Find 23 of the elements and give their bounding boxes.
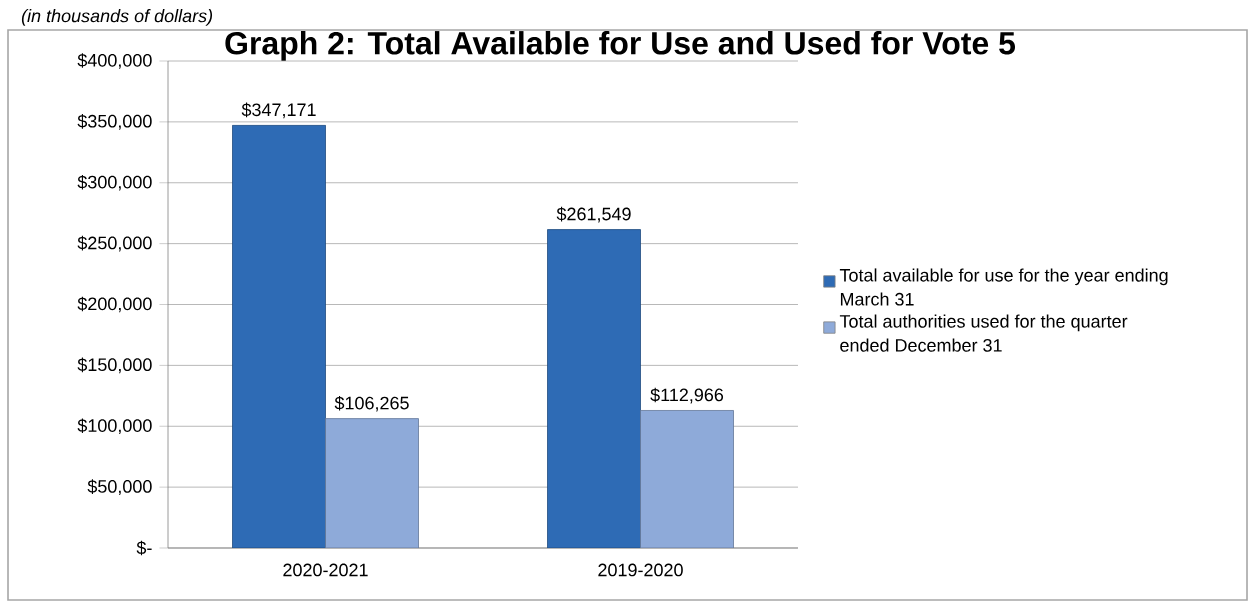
y-tick-label: $350,000 (77, 114, 152, 130)
data-label: $347,171 (241, 102, 316, 119)
y-tick-label: $200,000 (77, 296, 152, 313)
bar (640, 410, 734, 548)
legend-label: Total available for use for the year ending March 31 (839, 268, 1168, 306)
x-tick-label: 2019-2020 (598, 563, 683, 577)
y-tick-label: $- (136, 540, 152, 556)
data-label: $106,265 (334, 395, 409, 412)
y-tick-label: $50,000 (87, 479, 152, 495)
chart-subtitle: (in thousands of dollars) (21, 9, 213, 26)
y-tick-label: $300,000 (77, 174, 152, 191)
y-tick-label: $400,000 (77, 53, 152, 69)
y-tick-label: $100,000 (77, 418, 152, 435)
y-tick-label: $150,000 (77, 357, 152, 374)
bar (232, 124, 326, 548)
y-tick-label: $250,000 (77, 235, 152, 252)
legend-label: Total authorities used for the quarter ended December 31 (839, 314, 1128, 352)
data-label: $261,549 (556, 206, 631, 223)
x-tick-label: 2020-2021 (283, 563, 368, 577)
chart-title: Graph 2: Total Available for Use and Used for Vote 5 (225, 31, 1016, 61)
bar (325, 418, 419, 548)
data-label: $112,966 (650, 387, 724, 404)
bar (547, 229, 641, 548)
